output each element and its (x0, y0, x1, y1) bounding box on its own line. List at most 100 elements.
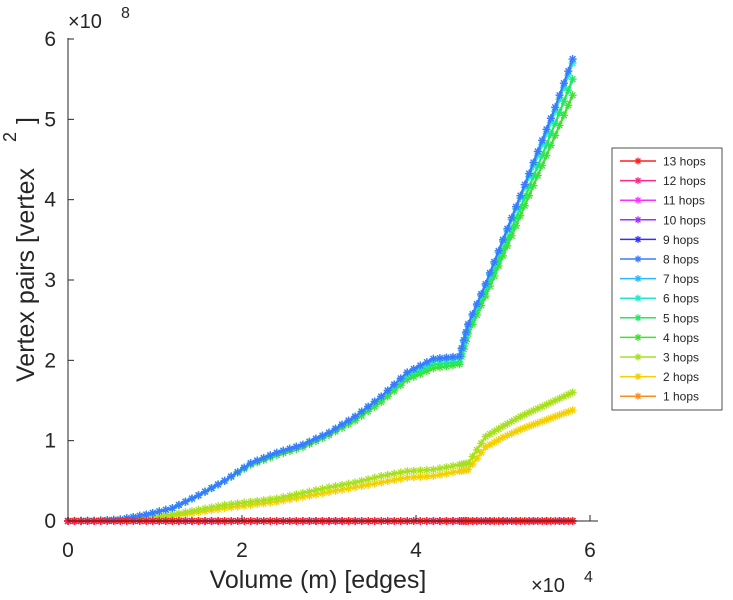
x-axis-label: Volume (m) [edges] (210, 566, 427, 594)
data-point (468, 452, 477, 461)
data-point (259, 453, 268, 462)
data-point (305, 487, 314, 496)
data-point (227, 500, 236, 509)
data-point (220, 500, 229, 509)
data-point (390, 469, 399, 478)
y-tick-label: 3 (44, 269, 56, 292)
data-point (383, 470, 392, 479)
data-point (564, 86, 573, 95)
data-point (462, 328, 471, 337)
legend-item: 11 hops (620, 194, 705, 208)
legend-label: 6 hops (663, 292, 699, 306)
legend-item: 5 hops (620, 311, 699, 325)
data-point (214, 480, 223, 489)
series-7-hops (64, 55, 577, 525)
y-multiplier-exponent: 8 (121, 5, 130, 22)
data-point (285, 491, 294, 500)
data-point (240, 463, 249, 472)
data-point (187, 494, 196, 503)
legend-marker (634, 294, 642, 302)
data-point (364, 475, 373, 484)
data-point (318, 431, 327, 440)
data-point (499, 235, 507, 244)
legend-marker (634, 373, 642, 381)
legend-label: 9 hops (663, 233, 699, 247)
series-line (67, 62, 574, 523)
data-point (568, 406, 577, 415)
y-tick-label: 1 (44, 430, 56, 453)
data-point (338, 485, 347, 494)
data-point (298, 440, 307, 449)
data-point (344, 416, 353, 425)
legend-marker (634, 177, 642, 185)
x-multiplier-exponent: 4 (584, 569, 593, 586)
data-point (485, 268, 494, 277)
x-tick-label: 6 (584, 539, 596, 562)
legend-item: 6 hops (620, 292, 699, 306)
series-line (67, 78, 574, 523)
legend: 13 hops 12 hops 11 hops 10 hops 9 hops 8 hops… (611, 147, 723, 411)
data-point (457, 344, 466, 353)
data-point (338, 420, 347, 429)
data-point (435, 464, 444, 473)
data-point (435, 470, 444, 479)
legend-marker (634, 216, 642, 224)
data-point (201, 487, 210, 496)
data-point (464, 320, 473, 329)
data-point (472, 445, 481, 454)
data-point (459, 336, 468, 345)
legend-label: 5 hops (663, 311, 699, 325)
data-point (525, 169, 534, 178)
y-tick-label: 6 (44, 28, 56, 51)
series-8-hops (64, 55, 577, 525)
data-point (503, 224, 512, 233)
data-point (259, 496, 268, 505)
data-point (477, 448, 486, 457)
legend-marker (634, 196, 642, 204)
data-point (292, 490, 301, 499)
data-point (240, 498, 249, 507)
data-point (357, 476, 366, 485)
data-point (409, 466, 418, 475)
data-point (477, 290, 486, 299)
data-point (272, 494, 281, 503)
data-point (253, 456, 262, 465)
data-point (409, 473, 418, 482)
x-tick-label: 0 (62, 539, 74, 562)
data-point (135, 511, 144, 520)
legend-label: 1 hops (663, 390, 699, 404)
data-point (377, 478, 386, 487)
data-point (266, 451, 275, 460)
data-point (351, 412, 360, 421)
data-point (485, 430, 494, 439)
data-point (246, 497, 255, 506)
data-point (533, 147, 542, 156)
legend-item: 1 hops (620, 390, 699, 404)
series-line (67, 391, 574, 523)
data-point (403, 467, 412, 476)
data-point (331, 486, 340, 495)
legend-marker (634, 353, 642, 361)
data-point (559, 79, 568, 88)
data-point (546, 114, 555, 123)
data-point (279, 493, 288, 502)
data-point (472, 300, 481, 309)
data-point (494, 246, 503, 255)
data-point (370, 397, 379, 406)
y-tick-label: 0 (44, 510, 56, 533)
data-point (279, 446, 288, 455)
series-line (67, 94, 574, 523)
series-4-hops (64, 91, 577, 525)
y-axis-label-superscript: 2 (0, 132, 20, 142)
data-point (442, 353, 451, 362)
data-point (148, 508, 157, 517)
y-tick-label: 4 (44, 189, 56, 212)
data-point (490, 427, 499, 436)
series-line (67, 58, 574, 523)
data-point (416, 472, 425, 481)
data-point (568, 388, 577, 397)
data-point (429, 354, 438, 363)
data-point (325, 428, 333, 437)
series-5-hops (64, 75, 577, 525)
data-point (351, 483, 360, 492)
